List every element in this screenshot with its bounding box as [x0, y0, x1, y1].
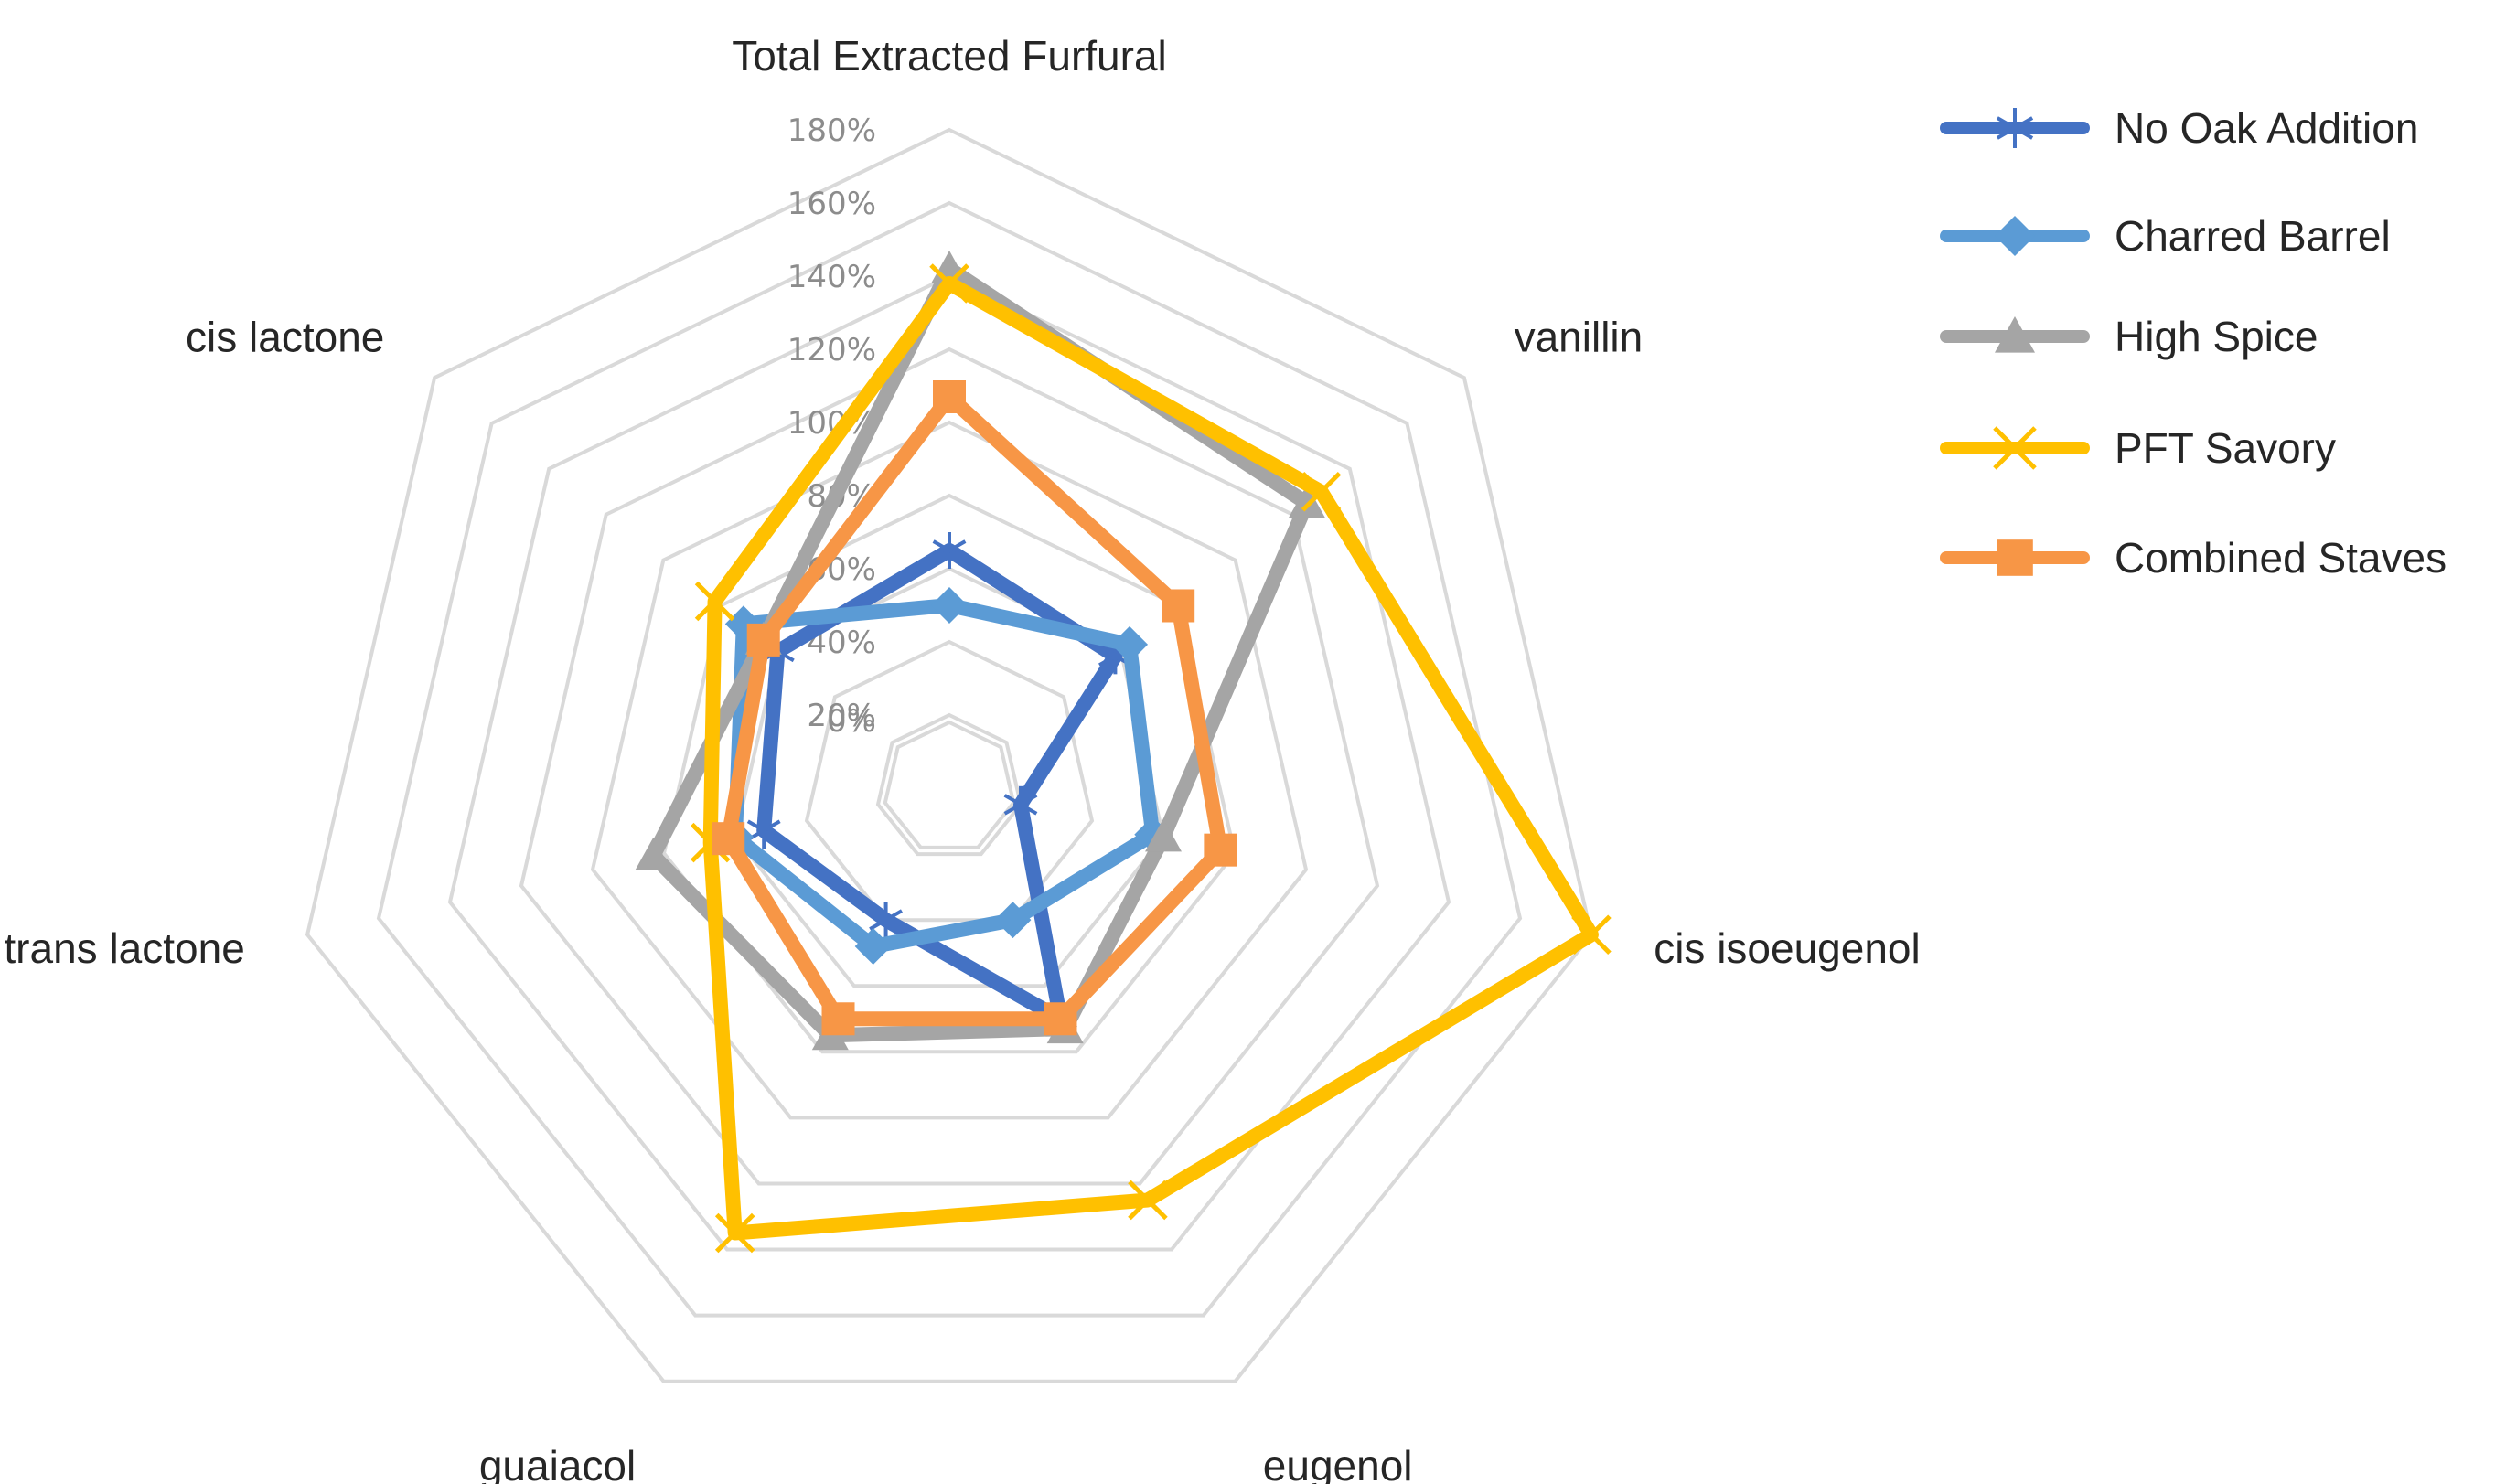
data-point	[994, 902, 1032, 939]
tick-label: 180%	[787, 112, 876, 149]
data-point	[1144, 818, 1182, 852]
data-point	[1997, 539, 2033, 576]
data-point	[1995, 316, 2035, 353]
data-point	[635, 837, 672, 870]
category-label: eugenol	[1263, 1442, 1413, 1484]
series-group	[635, 251, 1612, 1254]
series-line	[728, 598, 1161, 954]
grid-ring	[590, 420, 1309, 1120]
data-point	[1044, 1002, 1077, 1036]
data-point	[929, 263, 969, 304]
legend-item: Combined Staves	[1940, 534, 2447, 582]
legend-label: Combined Staves	[2115, 534, 2447, 582]
grid-ring	[447, 273, 1451, 1252]
category-labels: Total Extracted Furfural vanillin cis isoe…	[4, 32, 1920, 1484]
data-point	[854, 927, 892, 965]
category-label: cis isoeugenol	[1654, 924, 1921, 972]
series-line	[721, 390, 1228, 1027]
data-point	[746, 623, 780, 657]
grid-ring	[875, 712, 1023, 857]
data-point	[746, 812, 781, 849]
data-point	[1288, 485, 1325, 518]
data-point	[1571, 914, 1612, 955]
data-point	[1003, 785, 1038, 823]
data-point	[714, 1212, 755, 1254]
tick-label: 0%	[827, 703, 876, 740]
legend-item: No Oak Addition	[1940, 104, 2418, 152]
data-point	[869, 902, 903, 939]
data-point	[712, 822, 745, 856]
grid-ring	[519, 347, 1380, 1186]
series-line	[756, 543, 1123, 1027]
data-point	[821, 1002, 855, 1036]
data-point	[1301, 472, 1342, 512]
legend-label: Charred Barrel	[2115, 212, 2391, 260]
category-label: vanillin	[1515, 313, 1644, 360]
grid-ring	[376, 200, 1523, 1318]
category-label: trans lactone	[4, 924, 244, 972]
tick-label: 160%	[787, 186, 876, 222]
series-line	[702, 276, 1599, 1241]
category-label: Total Extracted Furfural	[732, 32, 1167, 80]
series-line	[646, 262, 1314, 1043]
tick-label: 120%	[787, 332, 876, 368]
legend-label: No Oak Addition	[2115, 104, 2418, 152]
radar-grid	[305, 127, 1594, 1383]
series-charred-barrel	[717, 587, 1172, 965]
data-point	[1204, 833, 1237, 867]
data-point	[1996, 108, 2034, 148]
data-point	[933, 380, 966, 413]
legend-label: PFT Savory	[2115, 424, 2336, 472]
legend-label: High Spice	[2115, 313, 2318, 360]
data-point	[694, 581, 735, 622]
category-label: cis lactone	[186, 313, 384, 360]
grid-ring	[883, 720, 1016, 849]
legend-item: High Spice	[1940, 313, 2318, 360]
grid-ring	[804, 639, 1095, 923]
legend-item: Charred Barrel	[1940, 212, 2391, 260]
tick-label: 140%	[787, 259, 876, 295]
data-point	[931, 587, 968, 624]
grid-ring	[305, 127, 1594, 1383]
category-label: guaiacol	[479, 1442, 636, 1484]
data-point	[1111, 625, 1149, 663]
data-point	[1128, 1180, 1168, 1221]
data-point	[1993, 426, 2037, 470]
data-point	[1995, 216, 2035, 256]
data-point	[932, 532, 967, 569]
legend: No Oak Addition Charred Barrel High Spice P…	[1940, 104, 2447, 582]
tick-label: 20%	[807, 698, 876, 734]
data-point	[1162, 589, 1195, 623]
legend-item: PFT Savory	[1940, 424, 2336, 472]
series-combined-staves	[712, 380, 1237, 1036]
